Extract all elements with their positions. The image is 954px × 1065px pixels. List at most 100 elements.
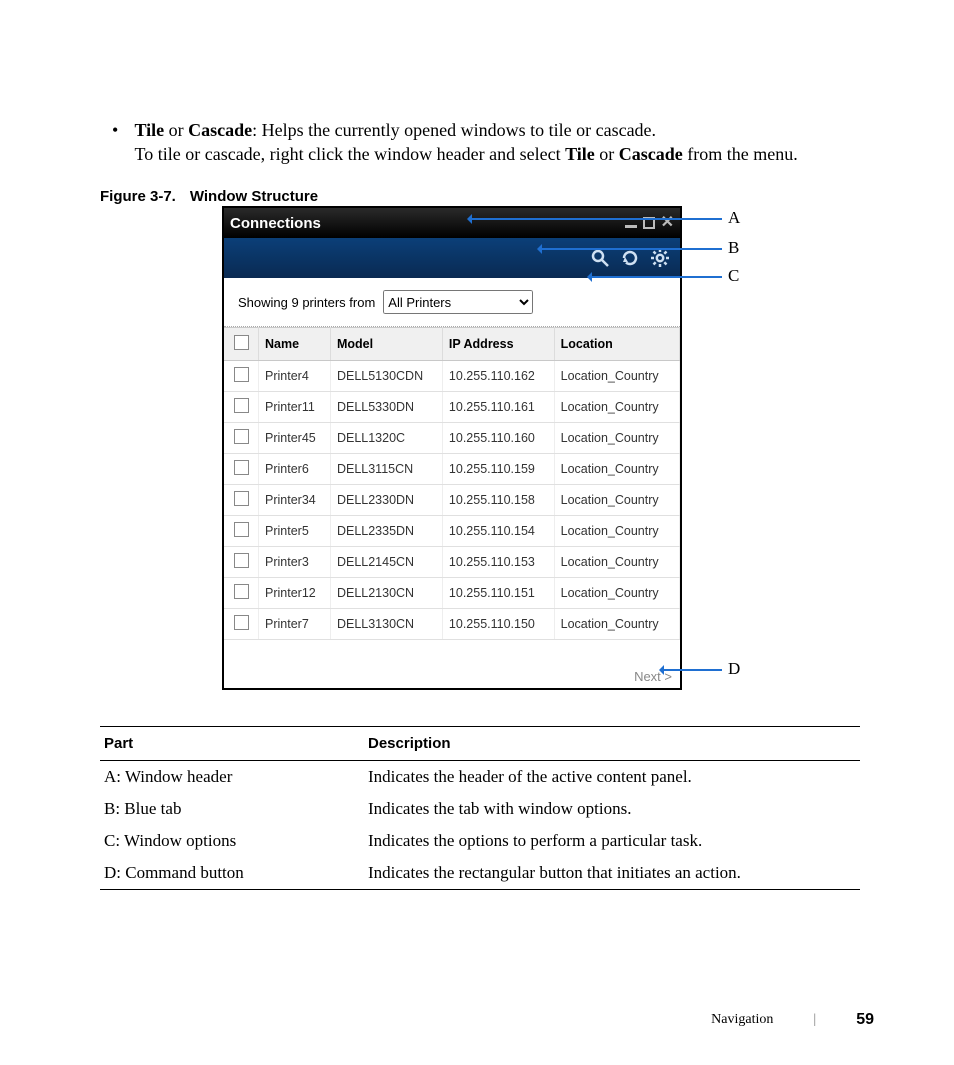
col-name[interactable]: Name (259, 328, 331, 361)
table-row[interactable]: Printer3DELL2145CN10.255.110.153Location… (224, 547, 680, 578)
arrow-A (470, 218, 722, 220)
part-desc: Indicates the header of the active conte… (364, 761, 860, 794)
callout-B: B (728, 238, 739, 258)
cell-ip: 10.255.110.162 (442, 361, 554, 392)
filter-select[interactable]: All Printers (383, 290, 533, 314)
cell-model: DELL2130CN (330, 578, 442, 609)
cell-ip: 10.255.110.160 (442, 423, 554, 454)
table-row[interactable]: Printer34DELL2330DN10.255.110.158Locatio… (224, 485, 680, 516)
part-desc: Indicates the rectangular button that in… (364, 857, 860, 890)
cell-name: Printer45 (259, 423, 331, 454)
row-checkbox[interactable] (224, 578, 259, 609)
parts-table: Part Description A: Window headerIndicat… (100, 726, 860, 890)
cell-location: Location_Country (554, 578, 679, 609)
col-check[interactable] (224, 328, 259, 361)
row-checkbox[interactable] (224, 516, 259, 547)
kw-cascade: Cascade (188, 120, 252, 140)
row-checkbox[interactable] (224, 485, 259, 516)
blue-tab (224, 238, 680, 278)
minimize-icon[interactable] (625, 225, 637, 228)
cell-location: Location_Country (554, 485, 679, 516)
arrow-C (590, 276, 722, 278)
cell-name: Printer4 (259, 361, 331, 392)
table-row[interactable]: Printer6DELL3115CN10.255.110.159Location… (224, 454, 680, 485)
arrow-D (662, 669, 722, 671)
arrow-B (540, 248, 722, 250)
cell-name: Printer11 (259, 392, 331, 423)
row-checkbox[interactable] (224, 392, 259, 423)
cell-ip: 10.255.110.153 (442, 547, 554, 578)
part-name: B: Blue tab (100, 793, 364, 825)
parts-col-part: Part (100, 727, 364, 761)
row-checkbox[interactable] (224, 547, 259, 578)
row-checkbox[interactable] (224, 361, 259, 392)
cell-name: Printer12 (259, 578, 331, 609)
cell-ip: 10.255.110.150 (442, 609, 554, 640)
row-checkbox[interactable] (224, 423, 259, 454)
cell-ip: 10.255.110.158 (442, 485, 554, 516)
cell-ip: 10.255.110.154 (442, 516, 554, 547)
part-name: D: Command button (100, 857, 364, 890)
cell-name: Printer3 (259, 547, 331, 578)
cell-model: DELL1320C (330, 423, 442, 454)
cell-location: Location_Country (554, 423, 679, 454)
refresh-icon[interactable] (620, 248, 640, 268)
cell-name: Printer34 (259, 485, 331, 516)
cell-model: DELL3115CN (330, 454, 442, 485)
table-row[interactable]: Printer12DELL2130CN10.255.110.151Locatio… (224, 578, 680, 609)
table-row[interactable]: Printer11DELL5330DN10.255.110.161Locatio… (224, 392, 680, 423)
filter-label: Showing 9 printers from (238, 295, 375, 310)
cell-name: Printer7 (259, 609, 331, 640)
col-location[interactable]: Location (554, 328, 679, 361)
window-header[interactable]: Connections ✕ (224, 208, 680, 238)
cell-location: Location_Country (554, 547, 679, 578)
table-row[interactable]: Printer4DELL5130CDN10.255.110.162Locatio… (224, 361, 680, 392)
cell-model: DELL2335DN (330, 516, 442, 547)
cell-location: Location_Country (554, 609, 679, 640)
callout-D: D (728, 659, 740, 679)
body-paragraph: • Tile or Cascade: Helps the currently o… (112, 118, 874, 167)
cell-model: DELL2330DN (330, 485, 442, 516)
table-row[interactable]: Printer5DELL2335DN10.255.110.154Location… (224, 516, 680, 547)
cell-model: DELL3130CN (330, 609, 442, 640)
col-ip[interactable]: IP Address (442, 328, 554, 361)
kw-tile: Tile (135, 120, 165, 140)
search-icon[interactable] (590, 248, 610, 268)
footer-section: Navigation (711, 1012, 773, 1028)
cell-name: Printer6 (259, 454, 331, 485)
cell-ip: 10.255.110.161 (442, 392, 554, 423)
cell-location: Location_Country (554, 454, 679, 485)
window-structure-figure: Connections ✕ Showing 9 printers from (222, 206, 682, 690)
figure-caption: Figure 3-7.Window Structure (100, 188, 318, 205)
col-model[interactable]: Model (330, 328, 442, 361)
cell-location: Location_Country (554, 361, 679, 392)
parts-row: A: Window headerIndicates the header of … (100, 761, 860, 794)
table-row[interactable]: Printer7DELL3130CN10.255.110.150Location… (224, 609, 680, 640)
cell-ip: 10.255.110.159 (442, 454, 554, 485)
page-footer: Navigation | 59 (711, 1011, 874, 1029)
part-name: A: Window header (100, 761, 364, 794)
cell-model: DELL5330DN (330, 392, 442, 423)
cell-ip: 10.255.110.151 (442, 578, 554, 609)
table-row[interactable]: Printer45DELL1320C10.255.110.160Location… (224, 423, 680, 454)
row-checkbox[interactable] (224, 454, 259, 485)
cell-location: Location_Country (554, 516, 679, 547)
row-checkbox[interactable] (224, 609, 259, 640)
cell-name: Printer5 (259, 516, 331, 547)
callout-C: C (728, 266, 739, 286)
parts-row: D: Command buttonIndicates the rectangul… (100, 857, 860, 890)
part-desc: Indicates the tab with window options. (364, 793, 860, 825)
cell-model: DELL2145CN (330, 547, 442, 578)
parts-col-desc: Description (364, 727, 860, 761)
part-desc: Indicates the options to perform a parti… (364, 825, 860, 857)
filter-row: Showing 9 printers from All Printers (224, 278, 680, 327)
printers-table: Name Model IP Address Location Printer4D… (224, 327, 680, 640)
bullet: • (112, 118, 130, 142)
page-number: 59 (856, 1011, 874, 1029)
part-name: C: Window options (100, 825, 364, 857)
footer-divider: | (813, 1012, 816, 1028)
gear-icon[interactable] (650, 248, 670, 268)
parts-row: B: Blue tabIndicates the tab with window… (100, 793, 860, 825)
parts-row: C: Window optionsIndicates the options t… (100, 825, 860, 857)
cell-location: Location_Country (554, 392, 679, 423)
